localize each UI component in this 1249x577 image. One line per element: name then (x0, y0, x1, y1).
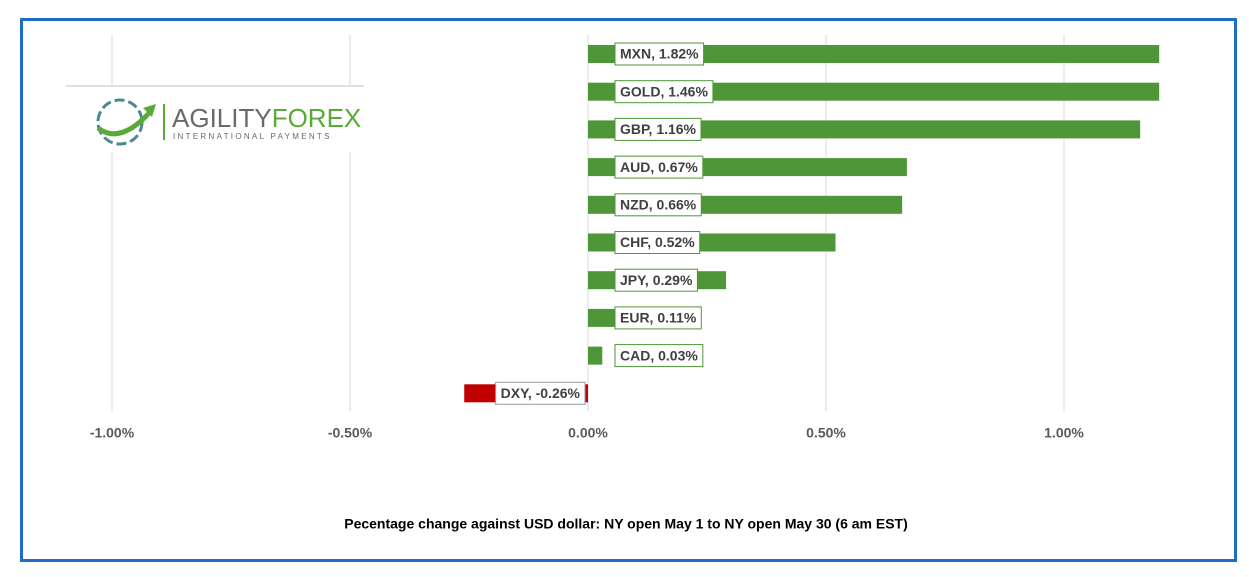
bar (588, 82, 1160, 101)
logo-name: AGILITYFOREX (172, 103, 361, 133)
bar (588, 120, 1141, 139)
x-tick-label: -1.00% (90, 425, 135, 441)
data-label: CAD, 0.03% (614, 344, 704, 368)
data-label-text: AUD, 0.67% (620, 159, 698, 175)
data-label-text: EUR, 0.11% (620, 310, 697, 326)
data-label-box (614, 193, 702, 217)
chart-title: Pecentage change against USD dollar: NY … (344, 516, 908, 532)
data-label-text: NZD, 0.66% (620, 197, 697, 213)
data-label-text: DXY, -0.26% (501, 385, 581, 401)
logo-arrow (143, 104, 156, 117)
logo-name-part: FOREX (272, 103, 362, 133)
data-label: JPY, 0.29% (614, 268, 698, 292)
data-label: MXN, 1.82% (614, 42, 705, 66)
data-label-box (614, 344, 704, 368)
data-label-text: CAD, 0.03% (620, 347, 698, 363)
x-tick-label: 0.00% (568, 425, 608, 441)
data-label: AUD, 0.67% (614, 155, 704, 179)
data-label-box (614, 80, 714, 104)
data-label: GOLD, 1.46% (614, 80, 714, 104)
data-label-box (614, 42, 705, 66)
bar (588, 346, 603, 365)
logo-tagline: INTERNATIONAL PAYMENTS (173, 132, 332, 141)
logo: AGILITYFOREX INTERNATIONAL PAYMENTS (66, 85, 364, 152)
logo-background (66, 86, 364, 152)
data-label-text: JPY, 0.29% (620, 272, 693, 288)
data-label-box (614, 268, 698, 292)
logo-swoosh (96, 110, 152, 137)
data-label: NZD, 0.66% (614, 193, 702, 217)
data-label-text: GOLD, 1.46% (620, 83, 708, 99)
data-label-box (614, 117, 702, 141)
x-tick-label: -0.50% (328, 425, 373, 441)
data-label-text: GBP, 1.16% (620, 121, 697, 137)
data-label-box (495, 381, 586, 405)
bar (588, 45, 1160, 63)
data-label-text: MXN, 1.82% (620, 46, 699, 62)
logo-name-part: AGILITY (172, 103, 272, 133)
x-tick-label: 0.50% (806, 425, 846, 441)
data-label-box (614, 231, 701, 254)
data-label-text: CHF, 0.52% (620, 234, 695, 250)
data-label: GBP, 1.16% (614, 117, 702, 141)
data-label: DXY, -0.26% (495, 381, 586, 405)
data-label: EUR, 0.11% (614, 306, 702, 330)
data-label: CHF, 0.52% (614, 231, 701, 254)
data-label-box (614, 306, 702, 330)
data-label-box (614, 155, 704, 179)
x-tick-label: 1.00% (1044, 425, 1084, 441)
